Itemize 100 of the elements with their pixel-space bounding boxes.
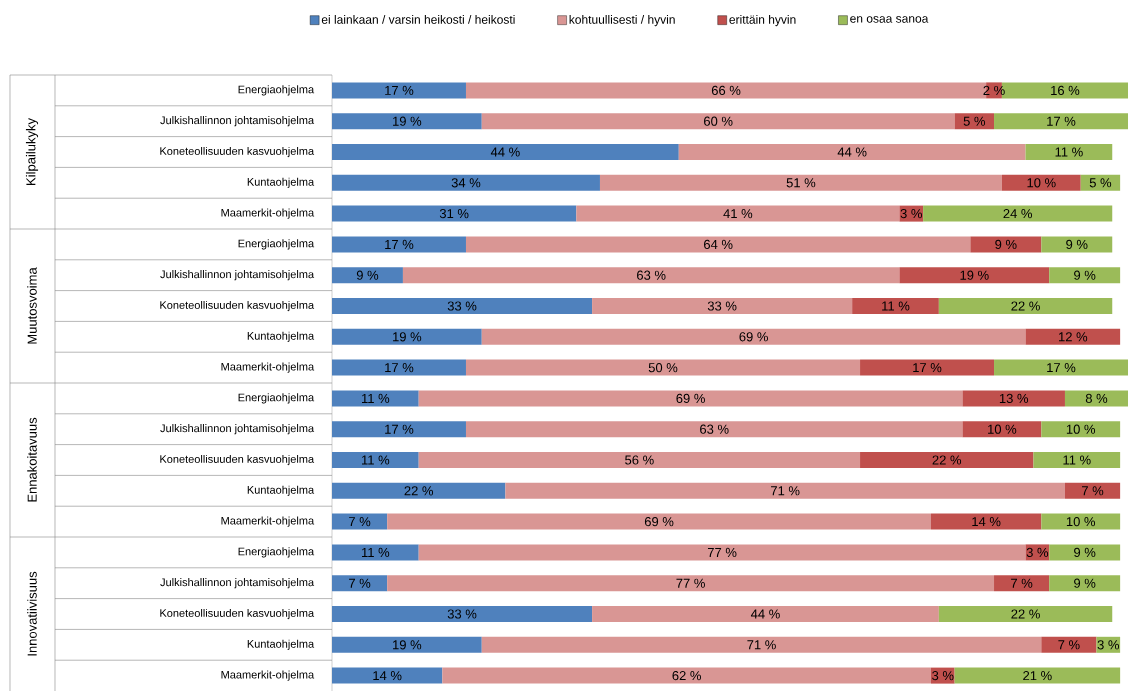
bar — [962, 421, 1042, 438]
data-label: 69 % — [676, 393, 705, 404]
data-label: 17 % — [385, 239, 414, 249]
data-label: 19 % — [393, 116, 422, 126]
bar — [930, 513, 1042, 530]
data-label: 60 % — [704, 116, 733, 126]
data-label: 9 % — [1074, 578, 1096, 588]
bar — [332, 267, 403, 284]
text: Ennakoitavuus — [27, 417, 37, 502]
bar — [332, 144, 679, 161]
bar — [1041, 421, 1121, 438]
data-label: 41 % — [723, 209, 753, 219]
bar — [860, 452, 1034, 469]
bar — [899, 267, 1050, 284]
data-label: 14 % — [373, 671, 402, 681]
bar — [1049, 575, 1121, 592]
data-label: 3 % — [932, 671, 954, 681]
data-label: 66 % — [711, 85, 741, 95]
data-label: 10 % — [988, 424, 1017, 434]
bar — [505, 482, 1065, 499]
data-label: 33 % — [707, 301, 737, 311]
bar — [332, 390, 419, 407]
bar — [1033, 452, 1121, 469]
bar — [402, 267, 900, 284]
bar — [418, 452, 861, 469]
data-label: 11 % — [362, 393, 390, 403]
data-label: 21 % — [1023, 671, 1052, 681]
y-tick-label: Julkishallinnon johtamisohjelma — [160, 578, 315, 589]
bar — [332, 205, 577, 222]
y-tick-label: Energiaohjelma — [238, 85, 315, 96]
bar — [592, 298, 853, 315]
data-label: 22 % — [1011, 301, 1040, 311]
bar — [1025, 144, 1113, 161]
text: Muutosvoima — [27, 267, 37, 344]
y-tick-label: Maamerkit-ohjelma — [221, 362, 315, 373]
bar — [1064, 390, 1129, 407]
data-label: 9 % — [1074, 547, 1096, 558]
bar — [576, 205, 900, 222]
data-label: 63 % — [637, 270, 666, 280]
text: Kilpailukyky — [25, 118, 39, 185]
bar — [1049, 544, 1121, 561]
legend-label: en osaa sanoa — [850, 16, 929, 23]
legend-label: kohtuullisesti / hyvin — [569, 14, 675, 27]
bar — [1041, 513, 1121, 530]
data-label: 62 % — [672, 671, 701, 681]
data-label: 44 % — [837, 147, 867, 157]
bar — [332, 544, 419, 561]
bar — [481, 636, 1042, 653]
bar — [954, 667, 1121, 684]
bar — [599, 174, 1002, 191]
data-label: 64 % — [704, 239, 733, 249]
bar — [1064, 482, 1121, 499]
data-label: 17 % — [385, 363, 414, 373]
data-label: 13 % — [999, 393, 1029, 404]
data-label: 10 % — [1027, 178, 1056, 188]
bar — [1041, 236, 1113, 253]
data-label: 44 % — [750, 609, 780, 619]
bar — [465, 359, 861, 376]
data-label: 3 % — [900, 209, 922, 219]
data-label: 12 % — [1059, 332, 1088, 342]
bar — [332, 636, 482, 653]
data-label: 69 % — [644, 517, 674, 527]
data-label: 33 % — [447, 301, 477, 311]
y-tick-label: Julkishallinnon johtamisohjelma — [160, 424, 315, 435]
bar — [962, 390, 1065, 407]
bar — [332, 606, 593, 623]
bar — [332, 113, 482, 130]
bar — [1080, 174, 1121, 191]
bar — [994, 575, 1050, 592]
data-label: 22 % — [404, 486, 434, 496]
y-tick-label: Energiaohjelma — [238, 393, 315, 404]
y-tick-label: Koneteollisuuden kasvuohjelma — [160, 454, 315, 466]
bar — [678, 144, 1026, 161]
data-label: 63 % — [700, 424, 729, 434]
y-tick-label: Kuntaohjelma — [247, 485, 315, 496]
data-label: 10 % — [1066, 517, 1096, 527]
bar — [332, 452, 419, 469]
legend-label: ei lainkaan / varsin heikosti / heikosti — [321, 14, 515, 24]
data-label: 14 % — [972, 517, 1001, 527]
bar — [332, 359, 466, 376]
data-label: 5 % — [963, 116, 986, 126]
data-label: 56 % — [625, 455, 654, 465]
data-label: 11 % — [362, 547, 390, 557]
data-label: 7 % — [1011, 578, 1033, 588]
y-tick-label: Maamerkit-ohjelma — [221, 670, 315, 681]
bar — [481, 328, 1026, 345]
bar — [332, 575, 388, 592]
bar — [332, 328, 482, 345]
bar — [332, 298, 593, 315]
bar — [938, 606, 1113, 623]
bar — [994, 113, 1129, 130]
bar — [418, 390, 963, 407]
data-label: 22 % — [1011, 609, 1040, 619]
y-tick-label: Kuntaohjelma — [247, 177, 315, 188]
data-label: 11 % — [1055, 147, 1083, 157]
bar — [418, 544, 1026, 561]
bar — [387, 513, 931, 530]
bar — [938, 298, 1113, 315]
bar — [332, 513, 388, 530]
data-label: 9 % — [995, 239, 1017, 249]
